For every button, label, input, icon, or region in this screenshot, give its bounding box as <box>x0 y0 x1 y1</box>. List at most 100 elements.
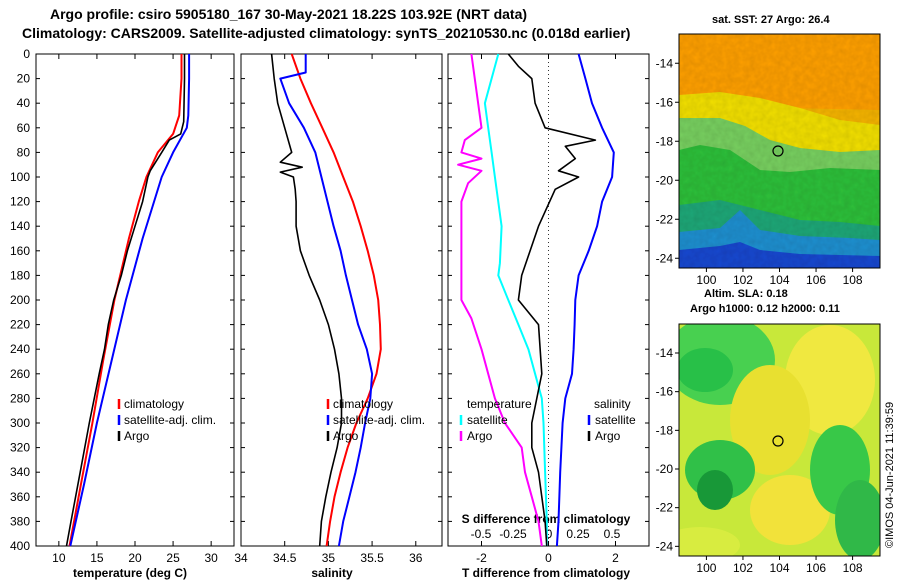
temperature-series-argo <box>65 54 186 547</box>
depth-tick-label: 340 <box>10 465 30 479</box>
title-line-1: Argo profile: csiro 5905180_167 30-May-2… <box>50 6 527 22</box>
sla-field <box>679 324 880 556</box>
legend-label: climatology <box>333 397 393 411</box>
map-lon-tick: 102 <box>733 561 753 575</box>
s-diff-tick-label: 0.25 <box>566 527 590 541</box>
depth-tick-label: 380 <box>10 514 30 528</box>
depth-tick-label: 400 <box>10 539 30 553</box>
map-lon-tick: 102 <box>733 273 753 287</box>
x-tick-label: 36 <box>409 551 423 565</box>
legend-label: satellite-adj. clim. <box>333 413 425 427</box>
legend-label: satellite <box>467 413 508 427</box>
depth-tick-label: 80 <box>17 145 31 159</box>
sla-map-title-2: Argo h1000: 0.12 h2000: 0.11 <box>690 303 840 315</box>
legend-label: satellite-adj. clim. <box>124 413 216 427</box>
map-lon-tick: 106 <box>806 561 826 575</box>
profile-panels: 0204060801001201401601802002202402602803… <box>10 47 650 580</box>
depth-tick-label: 260 <box>10 367 30 381</box>
legend-label: Argo <box>333 429 359 443</box>
depth-tick-label: 360 <box>10 490 30 504</box>
depth-tick-label: 160 <box>10 244 30 258</box>
x-tick-label: 10 <box>52 551 66 565</box>
legend-label: Argo <box>467 429 493 443</box>
map-lat-tick: -14 <box>656 56 674 70</box>
salinity-series-satellite-adj--clim- <box>279 54 374 547</box>
depth-tick-label: 20 <box>17 72 31 86</box>
depth-tick-label: 60 <box>17 121 31 135</box>
s-diff-tick-label: 0.5 <box>604 527 621 541</box>
legend-label: satellite <box>595 413 636 427</box>
depth-tick-label: 300 <box>10 416 30 430</box>
sst-map: sat. SST: 27 Argo: 26.4 100 102 104 106 108 -… <box>656 14 881 287</box>
temperature-series-satellite-adj--clim- <box>69 54 191 547</box>
imos-credit: ©IMOS 04-Jun-2021 11:39:59 <box>884 402 896 548</box>
argo-position-marker <box>772 145 784 157</box>
depth-tick-label: 240 <box>10 342 30 356</box>
s-diff-tick-label: -0.5 <box>471 527 492 541</box>
x-tick-label: 35 <box>322 551 336 565</box>
map-lon-tick: 100 <box>696 273 716 287</box>
x-tick-label: 2 <box>612 551 619 565</box>
map-lat-tick: -20 <box>656 173 674 187</box>
salinity-series-argo <box>270 53 343 547</box>
salinity-series-climatology <box>290 53 382 547</box>
x-tick-label: -2 <box>476 551 487 565</box>
map-lat-tick: -24 <box>656 539 674 553</box>
legend-label: Argo <box>124 429 150 443</box>
map-lon-tick: 108 <box>843 273 863 287</box>
map-lon-tick: 104 <box>769 561 789 575</box>
t-diff-xlabel: T difference from climatology <box>462 566 630 580</box>
depth-tick-label: 280 <box>10 391 30 405</box>
legend-salinity-title: salinity <box>594 397 631 411</box>
depth-tick-label: 100 <box>10 170 30 184</box>
differences-series-t-argo <box>457 53 543 547</box>
depth-tick-label: 200 <box>10 293 30 307</box>
sst-field <box>679 34 880 268</box>
map-lat-tick: -22 <box>656 501 674 515</box>
temperature-series-climatology <box>68 54 183 547</box>
map-lat-tick: -22 <box>656 212 674 226</box>
map-lat-tick: -14 <box>656 346 674 360</box>
map-lat-tick: -18 <box>656 423 674 437</box>
depth-tick-label: 180 <box>10 268 30 282</box>
map-lat-tick: -16 <box>656 385 674 399</box>
panel-frame-1 <box>35 53 235 547</box>
x-tick-label: 30 <box>204 551 218 565</box>
depth-tick-label: 320 <box>10 441 30 455</box>
differences-series-s-satellite <box>555 53 615 547</box>
legend-label: climatology <box>124 397 184 411</box>
title-line-2: Climatology: CARS2009. Satellite-adjuste… <box>22 25 630 41</box>
x-tick-label: 20 <box>128 551 142 565</box>
x-tick-label: 35.5 <box>360 551 384 565</box>
sla-map-title-1: Altim. SLA: 0.18 <box>704 288 788 300</box>
depth-tick-label: 40 <box>17 96 31 110</box>
map-lon-tick: 108 <box>843 561 863 575</box>
salinity-xlabel: salinity <box>311 566 353 580</box>
depth-tick-label: 220 <box>10 318 30 332</box>
s-diff-tick-label: 0 <box>546 527 553 541</box>
map-lat-tick: -16 <box>656 95 674 109</box>
x-tick-label: 0 <box>545 551 552 565</box>
differences-series-s-argo <box>507 53 597 547</box>
x-tick-label: 15 <box>90 551 104 565</box>
map-lat-tick: -18 <box>656 134 674 148</box>
sst-map-title: sat. SST: 27 Argo: 26.4 <box>712 14 830 26</box>
depth-tick-label: 120 <box>10 195 30 209</box>
differences-series-t-satellite <box>483 53 548 546</box>
s-diff-tick-label: -0.25 <box>499 527 527 541</box>
panel-frame-3 <box>447 53 650 547</box>
map-lon-tick: 104 <box>769 273 789 287</box>
depth-tick-label: 0 <box>23 47 30 61</box>
sla-map: Altim. SLA: 0.18 Argo h1000: 0.12 h2000:… <box>656 288 881 575</box>
x-tick-label: 34.5 <box>273 551 297 565</box>
map-lat-tick: -20 <box>656 462 674 476</box>
map-lon-tick: 100 <box>696 561 716 575</box>
legend-temperature-title: temperature <box>467 397 532 411</box>
map-lat-tick: -24 <box>656 251 674 265</box>
temperature-xlabel: temperature (deg C) <box>73 566 187 580</box>
x-tick-label: 34 <box>234 551 248 565</box>
argo-position-marker-sla <box>772 435 784 447</box>
map-lon-tick: 106 <box>806 273 826 287</box>
depth-tick-label: 140 <box>10 219 30 233</box>
